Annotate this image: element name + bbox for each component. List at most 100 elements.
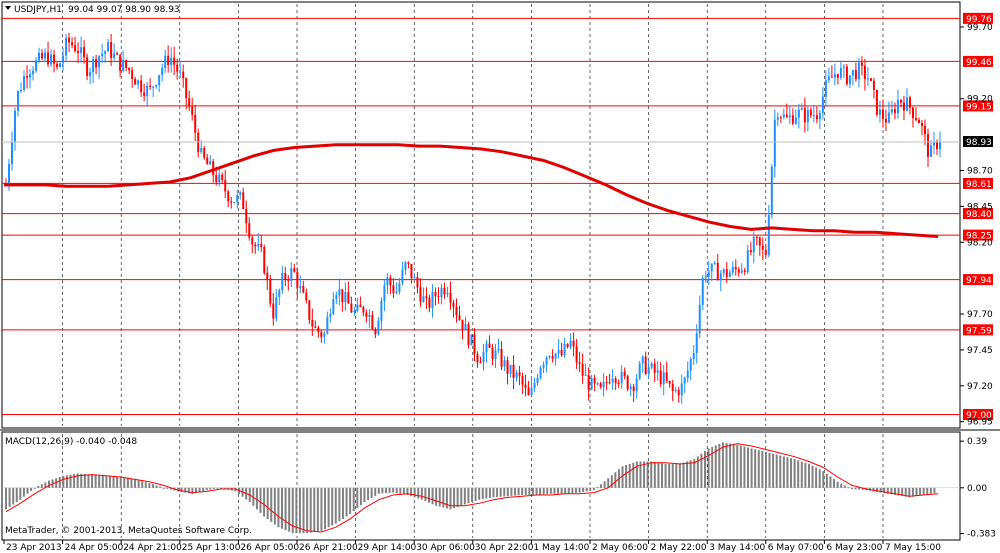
candle-body <box>563 343 566 356</box>
price-tick-label: 99.20 <box>967 95 993 105</box>
macd-hist-bar <box>427 487 430 503</box>
macd-hist-bar <box>585 487 588 492</box>
macd-hist-bar <box>582 487 585 492</box>
macd-hist-bar <box>277 487 280 528</box>
candle-body <box>353 310 356 313</box>
price-tick-label: 97.45 <box>967 346 993 356</box>
macd-hist-bar <box>94 474 97 488</box>
macd-hist-bar <box>194 487 197 493</box>
macd-hist-bar <box>557 487 560 494</box>
candle-body <box>695 333 698 353</box>
candle-body <box>824 80 827 97</box>
candle-body <box>311 319 314 327</box>
candle-body <box>929 145 932 157</box>
candle-body <box>533 382 536 388</box>
candle-body <box>257 243 260 247</box>
candle-body <box>596 383 599 385</box>
macd-hist-bar <box>711 446 714 488</box>
candle-body <box>65 37 68 56</box>
candle-body <box>734 266 737 270</box>
macd-hist-bar <box>657 462 660 488</box>
candle-body <box>317 327 320 333</box>
candle-body <box>248 223 251 238</box>
candle-body <box>503 360 506 367</box>
candle-body <box>917 119 920 124</box>
macd-pane <box>2 442 960 534</box>
macd-hist-bar <box>879 487 882 493</box>
macd-hist-bar <box>377 487 380 494</box>
macd-hist-bar <box>474 487 477 501</box>
macd-hist-bar <box>653 462 656 488</box>
level-label: 97.59 <box>966 326 992 336</box>
candle-body <box>314 326 317 328</box>
macd-hist-bar <box>768 452 771 488</box>
candle-body <box>518 372 521 376</box>
candle-body <box>461 319 464 331</box>
candle-body <box>467 324 470 346</box>
candle-body <box>761 245 764 250</box>
macd-hist-bar <box>872 487 875 492</box>
time-label: 2 May 22:00 <box>651 543 707 553</box>
candle-body <box>692 352 695 360</box>
macd-hist-bar <box>625 465 628 488</box>
level-label: 99.76 <box>966 15 992 25</box>
macd-hist-bar <box>255 487 258 510</box>
candle-body <box>419 287 422 302</box>
macd-hist-bar <box>8 487 11 507</box>
candle-body <box>620 371 623 383</box>
macd-hist-bar <box>12 487 15 505</box>
macd-hist-bar <box>919 487 922 496</box>
macd-hist-bar <box>467 487 470 504</box>
candle-body <box>470 334 473 346</box>
candle-body <box>515 372 518 378</box>
macd-hist-bar <box>675 463 678 488</box>
candle-body <box>548 356 551 358</box>
macd-hist-bar <box>205 487 208 491</box>
macd-hist-bar <box>345 487 348 517</box>
candle-body <box>575 346 578 363</box>
macd-hist-bar <box>736 444 739 488</box>
candle-body <box>605 382 608 384</box>
time-label: 3 May 14:00 <box>709 543 765 553</box>
candle-body <box>35 60 38 71</box>
price-tick-label: 96.95 <box>967 418 993 428</box>
candle-body <box>431 291 434 308</box>
macd-hist-bar <box>843 485 846 488</box>
moving-average <box>4 143 939 238</box>
candle-body <box>794 117 797 124</box>
macd-hist-bar <box>220 487 223 489</box>
macd-hist-bar <box>607 478 610 488</box>
candle-body <box>920 123 923 126</box>
candle-body <box>290 268 293 282</box>
macd-hist-bar <box>402 487 405 495</box>
macd-hist-bar <box>370 487 373 498</box>
macd-hist-bar <box>141 481 144 488</box>
macd-hist-bar <box>610 475 613 488</box>
macd-signal-line <box>5 443 939 533</box>
macd-hist-bar <box>177 487 180 492</box>
candle-body <box>323 333 326 337</box>
macd-hist-bar <box>166 487 169 489</box>
macd-hist-bar <box>471 487 473 503</box>
candle-body <box>791 115 794 124</box>
candle-body <box>812 115 815 117</box>
macd-hist-bar <box>420 487 423 500</box>
macd-hist-bar <box>929 487 932 494</box>
macd-hist-bar <box>861 487 864 490</box>
macd-hist-bar <box>456 487 459 507</box>
macd-hist-bar <box>463 487 466 505</box>
macd-hist-bar <box>496 487 499 498</box>
chart-menu-triangle-icon[interactable] <box>5 6 11 10</box>
candle-body <box>587 374 590 390</box>
time-label: 6 May 23:00 <box>826 543 882 553</box>
candlesticks <box>5 32 941 404</box>
candle-body <box>128 68 131 71</box>
candle-body <box>674 389 677 392</box>
current-price-text: 98.93 <box>966 138 992 148</box>
macd-hist-bar <box>718 443 721 488</box>
candle-body <box>62 55 65 64</box>
macd-hist-bar <box>854 487 857 490</box>
level-label: 98.61 <box>966 180 992 190</box>
macd-hist-bar <box>639 461 642 488</box>
